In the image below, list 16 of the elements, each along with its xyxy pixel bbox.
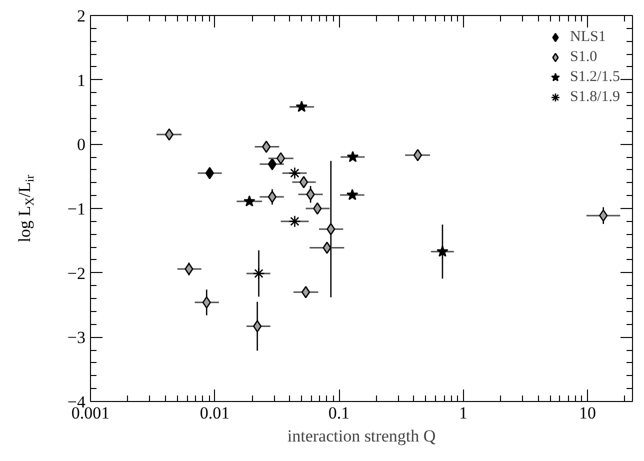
- y-tick-label: −2: [67, 264, 86, 283]
- x-tick-label: 10: [579, 404, 596, 422]
- y-tick-label: 1: [77, 70, 86, 90]
- legend-label: NLS1: [570, 28, 606, 46]
- y-tick-label: 0: [77, 135, 86, 154]
- x-tick-label: 1: [459, 404, 468, 422]
- legend-label: S1.0: [570, 48, 598, 66]
- x-tick-label: 0.01: [200, 404, 230, 422]
- legend-label: S1.2/1.5: [570, 68, 620, 86]
- y-axis-title: log LX/Lir: [15, 174, 36, 242]
- x-axis-title: interaction strength Q: [287, 426, 436, 446]
- y-tick-label: −3: [67, 328, 86, 348]
- legend-label: S1.8/1.9: [570, 88, 620, 106]
- x-tick-label: 0.1: [328, 404, 350, 422]
- y-tick-label: 2: [77, 6, 86, 26]
- y-tick-label: −1: [67, 200, 86, 218]
